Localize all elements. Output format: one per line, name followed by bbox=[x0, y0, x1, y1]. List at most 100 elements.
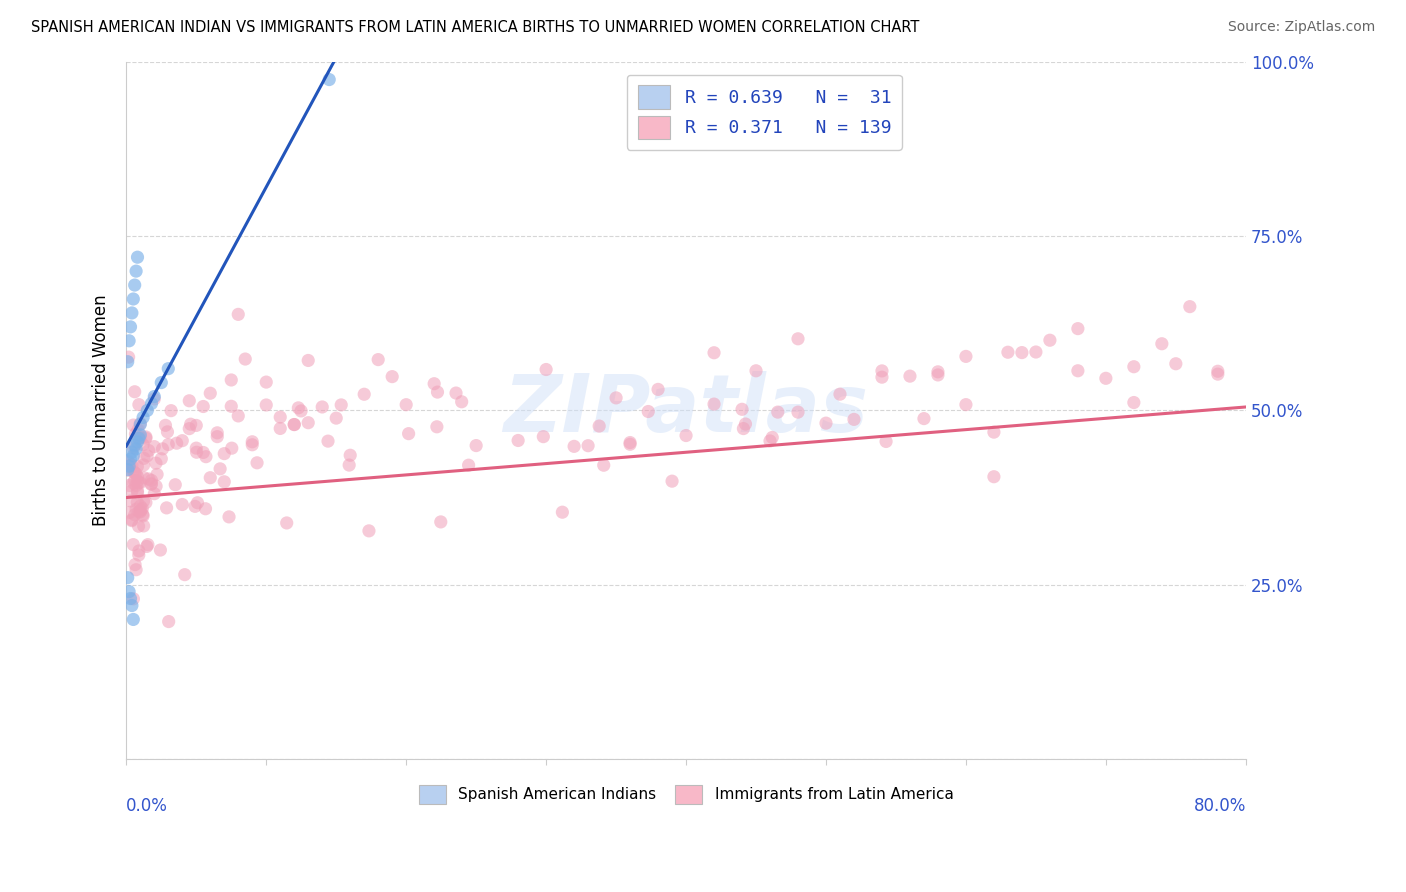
Point bbox=[155, 418, 177, 433]
Point bbox=[186, 496, 208, 510]
Point bbox=[207, 430, 229, 444]
Point bbox=[733, 421, 755, 435]
Point bbox=[124, 384, 146, 399]
Point bbox=[283, 417, 305, 432]
Point bbox=[143, 390, 166, 404]
Point bbox=[269, 410, 291, 425]
Point bbox=[734, 417, 756, 431]
Point bbox=[117, 354, 139, 368]
Point bbox=[124, 474, 146, 488]
Point bbox=[194, 450, 217, 464]
Point bbox=[132, 458, 155, 472]
Point bbox=[121, 514, 143, 528]
Point bbox=[661, 474, 683, 488]
Point bbox=[129, 417, 152, 431]
Point bbox=[193, 445, 215, 459]
Point bbox=[218, 509, 240, 524]
Point bbox=[186, 418, 208, 433]
Point bbox=[129, 417, 152, 432]
Point bbox=[120, 591, 142, 606]
Point bbox=[828, 387, 851, 401]
Point bbox=[128, 544, 150, 558]
Point bbox=[118, 334, 141, 348]
Point bbox=[426, 419, 449, 434]
Point bbox=[141, 476, 163, 491]
Point bbox=[121, 458, 143, 472]
Point bbox=[562, 439, 585, 453]
Point bbox=[132, 494, 155, 508]
Point bbox=[172, 498, 194, 512]
Point bbox=[179, 422, 201, 436]
Point bbox=[875, 434, 897, 449]
Text: 0.0%: 0.0% bbox=[127, 797, 169, 815]
Point bbox=[551, 505, 574, 519]
Point bbox=[605, 391, 627, 405]
Point bbox=[955, 398, 977, 412]
Point bbox=[129, 431, 152, 445]
Point bbox=[200, 386, 222, 401]
Point bbox=[124, 508, 146, 522]
Point bbox=[120, 458, 142, 473]
Point bbox=[127, 423, 149, 437]
Point bbox=[759, 434, 782, 448]
Point bbox=[731, 402, 754, 417]
Point bbox=[787, 332, 810, 346]
Point bbox=[592, 458, 614, 473]
Point bbox=[423, 376, 446, 391]
Point bbox=[1039, 333, 1062, 347]
Point bbox=[121, 599, 143, 613]
Point bbox=[125, 563, 148, 577]
Point bbox=[128, 431, 150, 445]
Point bbox=[1206, 367, 1229, 381]
Point bbox=[297, 353, 319, 368]
Point bbox=[316, 434, 339, 449]
Point bbox=[465, 439, 488, 453]
Point bbox=[172, 434, 194, 448]
Point bbox=[118, 459, 141, 474]
Point bbox=[157, 361, 180, 376]
Point bbox=[160, 403, 183, 417]
Point bbox=[129, 475, 152, 490]
Point bbox=[122, 465, 145, 479]
Point bbox=[1025, 345, 1047, 359]
Point bbox=[122, 418, 145, 433]
Point bbox=[141, 396, 163, 410]
Point bbox=[219, 373, 242, 387]
Point bbox=[139, 477, 162, 491]
Point bbox=[703, 397, 725, 411]
Point bbox=[118, 505, 141, 519]
Point bbox=[675, 428, 697, 442]
Point bbox=[124, 558, 146, 572]
Point bbox=[297, 416, 319, 430]
Point bbox=[150, 376, 173, 390]
Point bbox=[120, 319, 142, 334]
Point bbox=[254, 398, 277, 412]
Point bbox=[983, 469, 1005, 483]
Point bbox=[132, 508, 155, 523]
Point bbox=[1122, 395, 1144, 409]
Point bbox=[138, 472, 160, 486]
Point bbox=[117, 463, 139, 477]
Point bbox=[122, 441, 145, 455]
Point bbox=[531, 430, 554, 444]
Point bbox=[703, 345, 725, 359]
Point bbox=[127, 250, 149, 264]
Point bbox=[117, 455, 139, 469]
Text: Source: ZipAtlas.com: Source: ZipAtlas.com bbox=[1227, 20, 1375, 34]
Point bbox=[842, 412, 865, 426]
Point bbox=[647, 383, 669, 397]
Point bbox=[269, 421, 291, 435]
Point bbox=[290, 404, 312, 418]
Point bbox=[146, 467, 169, 482]
Point bbox=[214, 475, 236, 489]
Point bbox=[1150, 336, 1173, 351]
Point bbox=[430, 515, 453, 529]
Point bbox=[132, 438, 155, 452]
Point bbox=[395, 398, 418, 412]
Point bbox=[122, 292, 145, 306]
Point bbox=[157, 615, 180, 629]
Point bbox=[214, 447, 236, 461]
Point bbox=[180, 417, 202, 432]
Point bbox=[588, 419, 610, 434]
Point bbox=[814, 416, 837, 430]
